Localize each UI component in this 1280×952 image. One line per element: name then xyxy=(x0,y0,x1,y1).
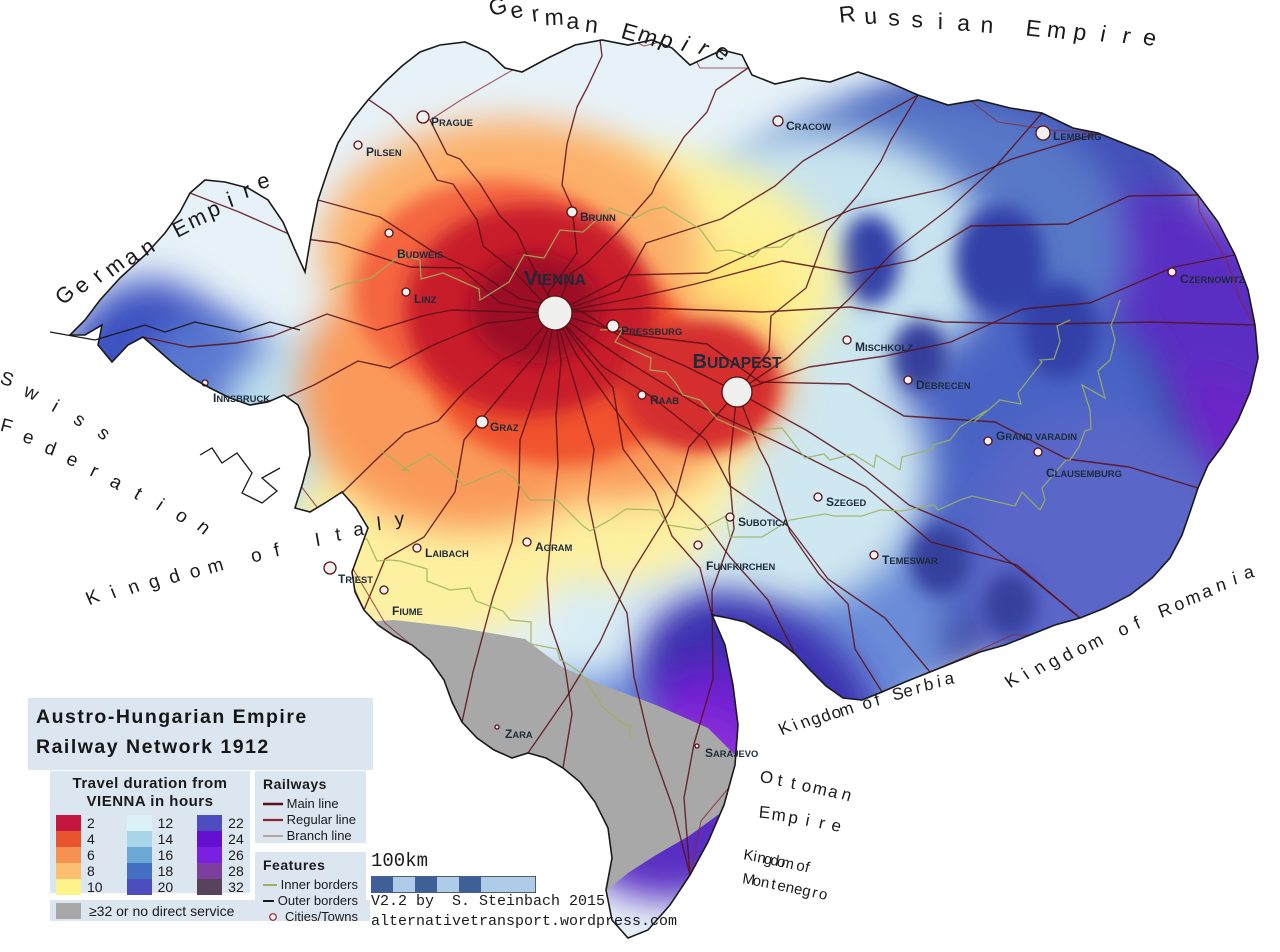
svg-text:S: S xyxy=(0,368,16,392)
svg-text:a: a xyxy=(1199,580,1215,602)
svg-text:O: O xyxy=(759,767,774,787)
svg-text:o: o xyxy=(817,885,829,904)
svg-text:o: o xyxy=(187,560,203,583)
svg-text:w: w xyxy=(20,380,42,405)
svg-text:i: i xyxy=(107,582,119,603)
svg-text:m: m xyxy=(771,805,788,826)
svg-text:t: t xyxy=(130,484,146,505)
svg-text:m: m xyxy=(780,854,796,873)
svg-text:d: d xyxy=(42,437,59,460)
svg-text:e: e xyxy=(508,0,526,24)
svg-text:a: a xyxy=(106,471,126,495)
svg-text:n: n xyxy=(1213,574,1228,596)
svg-text:s: s xyxy=(888,4,901,30)
svg-text:I: I xyxy=(313,530,322,552)
svg-text:n: n xyxy=(584,11,600,38)
svg-text:e: e xyxy=(829,815,843,836)
svg-text:i: i xyxy=(48,397,62,417)
svg-text:s: s xyxy=(69,409,89,432)
svg-text:G: G xyxy=(486,0,510,21)
svg-text:o: o xyxy=(249,545,264,568)
svg-text:t: t xyxy=(334,524,343,546)
svg-text:u: u xyxy=(863,2,878,29)
svg-text:r: r xyxy=(530,0,541,27)
svg-text:i: i xyxy=(1230,568,1239,588)
svg-text:i: i xyxy=(152,495,167,515)
svg-text:t: t xyxy=(776,771,784,791)
svg-text:b: b xyxy=(922,675,935,695)
svg-text:g: g xyxy=(146,571,163,594)
svg-text:p: p xyxy=(1072,18,1089,46)
svg-text:n: n xyxy=(125,576,142,599)
svg-text:i: i xyxy=(677,31,694,56)
svg-text:i: i xyxy=(936,672,943,691)
svg-text:p: p xyxy=(787,808,799,828)
svg-text:n: n xyxy=(980,11,994,38)
svg-text:s: s xyxy=(911,6,923,32)
svg-text:a: a xyxy=(957,10,971,36)
svg-text:o: o xyxy=(171,505,192,528)
svg-text:o: o xyxy=(1114,618,1132,640)
svg-text:m: m xyxy=(1045,16,1068,44)
svg-text:K: K xyxy=(1001,668,1022,691)
svg-text:m: m xyxy=(544,4,564,31)
svg-text:e: e xyxy=(20,426,36,449)
svg-text:s: s xyxy=(93,423,114,445)
svg-text:r: r xyxy=(1120,22,1134,49)
svg-text:n: n xyxy=(193,516,215,539)
svg-text:i: i xyxy=(1018,664,1033,683)
svg-text:e: e xyxy=(63,449,81,472)
svg-text:K: K xyxy=(83,586,103,610)
svg-text:m: m xyxy=(205,554,226,579)
svg-text:E: E xyxy=(758,803,771,823)
svg-text:i: i xyxy=(804,811,811,830)
svg-text:a: a xyxy=(1241,561,1256,583)
svg-text:a: a xyxy=(566,7,580,33)
svg-text:e: e xyxy=(254,167,272,194)
svg-text:e: e xyxy=(1141,23,1160,51)
svg-text:n: n xyxy=(839,784,854,805)
svg-text:t: t xyxy=(789,774,797,794)
svg-text:E: E xyxy=(1024,14,1042,42)
svg-text:F: F xyxy=(0,415,15,438)
svg-text:i: i xyxy=(938,8,943,34)
svg-text:r: r xyxy=(914,678,924,698)
svg-text:r: r xyxy=(817,813,827,833)
svg-text:a: a xyxy=(943,668,955,688)
svg-text:d: d xyxy=(166,565,183,588)
svg-text:f: f xyxy=(1131,612,1145,633)
svg-text:r: r xyxy=(87,461,102,483)
svg-text:R: R xyxy=(1155,599,1174,622)
svg-text:i: i xyxy=(1098,20,1108,47)
svg-text:f: f xyxy=(272,540,282,562)
svg-text:R: R xyxy=(838,0,857,27)
svg-text:n: n xyxy=(760,874,771,892)
